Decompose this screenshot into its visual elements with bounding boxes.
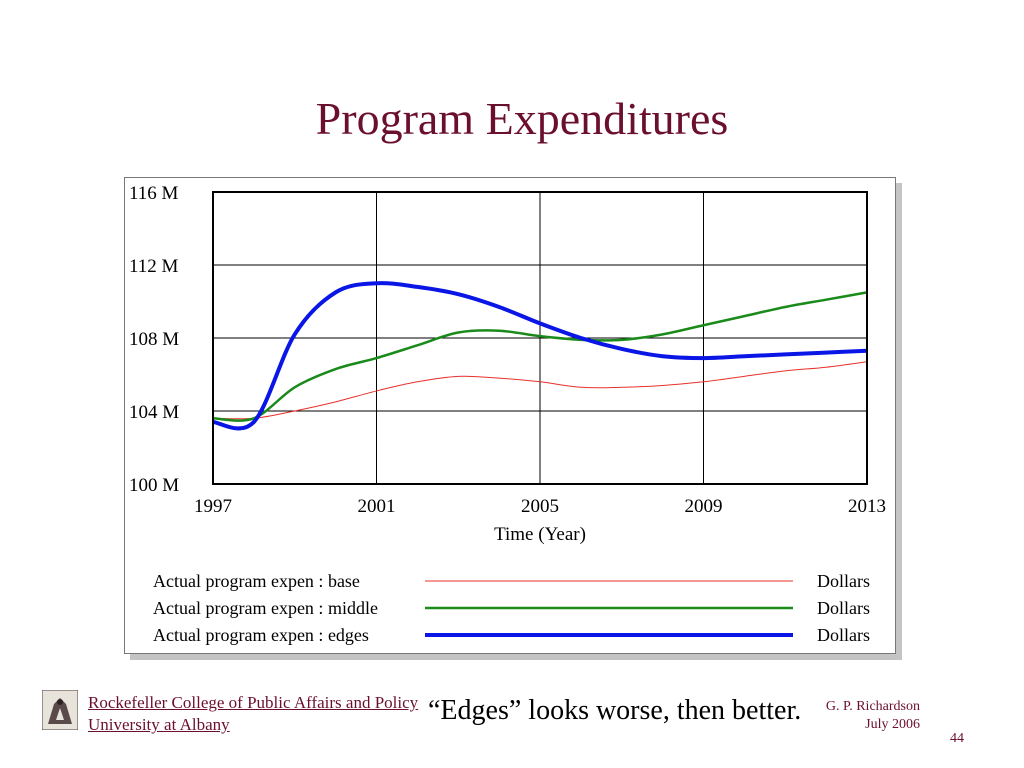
- legend-unit: Dollars: [817, 598, 870, 618]
- legend-unit: Dollars: [817, 571, 870, 591]
- y-tick-label: 108 M: [129, 329, 179, 350]
- page-number: 44: [950, 731, 964, 746]
- slide-date: July 2006: [865, 717, 920, 732]
- series-line: [212, 281, 868, 431]
- y-tick-label: 104 M: [129, 402, 179, 423]
- plot-frame: [212, 191, 868, 485]
- legend-unit: Dollars: [817, 625, 870, 645]
- chart-panel: 100 M 104 M 108 M 112 M 116 M 1997 2001 2005 20…: [124, 177, 896, 654]
- chart-legend: Actual program expen : base Dollars Actual…: [153, 571, 870, 645]
- y-tick-label: 116 M: [129, 183, 179, 204]
- university-seal-icon: [42, 690, 78, 730]
- legend-label: Actual program expen : middle: [153, 598, 378, 618]
- slide-title: Program Expenditures: [315, 93, 729, 144]
- x-axis-label: Time (Year): [494, 524, 586, 545]
- y-tick-labels: 100 M 104 M 108 M 112 M 116 M: [129, 183, 179, 496]
- y-tick-label: 112 M: [129, 256, 179, 277]
- series-line: [212, 361, 868, 420]
- legend-label: Actual program expen : edges: [153, 625, 369, 645]
- x-tick-labels: 1997 2001 2005 2009 2013: [194, 496, 886, 517]
- slide-caption: “Edges” looks worse, then better.: [428, 695, 802, 726]
- line-chart: 100 M 104 M 108 M 112 M 116 M 1997 2001 2005 20…: [129, 183, 886, 645]
- x-tick-label: 2005: [521, 496, 559, 517]
- chart-series: [212, 281, 868, 431]
- university-name-link[interactable]: University at Albany: [88, 715, 230, 734]
- org-name-link[interactable]: Rockefeller College of Public Affairs an…: [88, 693, 419, 712]
- series-line: [212, 291, 868, 422]
- x-tick-label: 2001: [358, 496, 396, 517]
- footer-org: Rockefeller College of Public Affairs an…: [88, 692, 418, 736]
- x-tick-label: 2009: [685, 496, 723, 517]
- y-tick-label: 100 M: [129, 475, 179, 496]
- legend-label: Actual program expen : base: [153, 571, 360, 591]
- chart-grid: [212, 191, 868, 485]
- footer-author: G. P. Richardson July 2006: [700, 698, 920, 734]
- x-tick-label: 1997: [194, 496, 232, 517]
- x-tick-label: 2013: [848, 496, 886, 517]
- author-name: G. P. Richardson: [825, 699, 920, 714]
